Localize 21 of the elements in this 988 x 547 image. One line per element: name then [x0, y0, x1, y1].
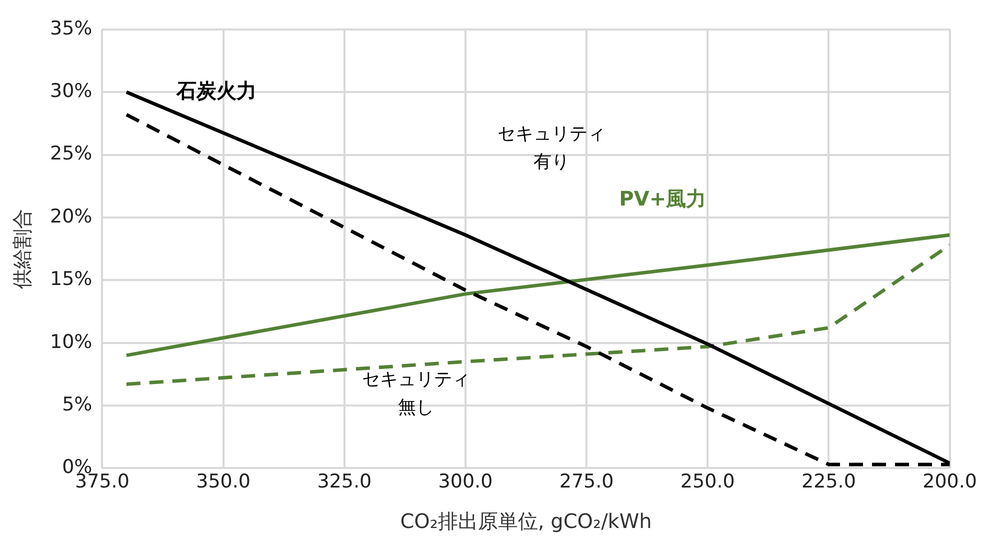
x-axis-title: CO₂排出原単位, gCO₂/kWh — [400, 509, 652, 534]
y-tick-label: 30% — [50, 80, 92, 102]
x-tick-label: 250.0 — [680, 470, 735, 493]
annotation: セキュリティ無し — [362, 369, 470, 418]
y-axis-title: 供給割合 — [10, 208, 34, 289]
line-series — [124, 243, 950, 386]
y-tick-label: 20% — [50, 205, 92, 228]
annotation: セキュリティ有り — [497, 123, 606, 172]
y-tick-label: 15% — [50, 268, 92, 290]
y-tick-label: 5% — [62, 393, 92, 416]
x-tick-label: 275.0 — [559, 470, 614, 493]
series-label: 石炭火力 — [175, 78, 256, 102]
y-tick-label: 10% — [50, 330, 92, 353]
x-tick-label: 225.0 — [802, 470, 856, 493]
y-tick-label: 25% — [50, 142, 92, 165]
text: PV+風力 — [619, 186, 706, 210]
x-tick-label: 300.0 — [438, 470, 493, 493]
x-tick-label: 350.0 — [196, 470, 251, 493]
x-tick-label: 200.0 — [922, 470, 978, 493]
y-tick-label: 35% — [50, 17, 92, 40]
x-tick-label: 325.0 — [317, 470, 372, 493]
